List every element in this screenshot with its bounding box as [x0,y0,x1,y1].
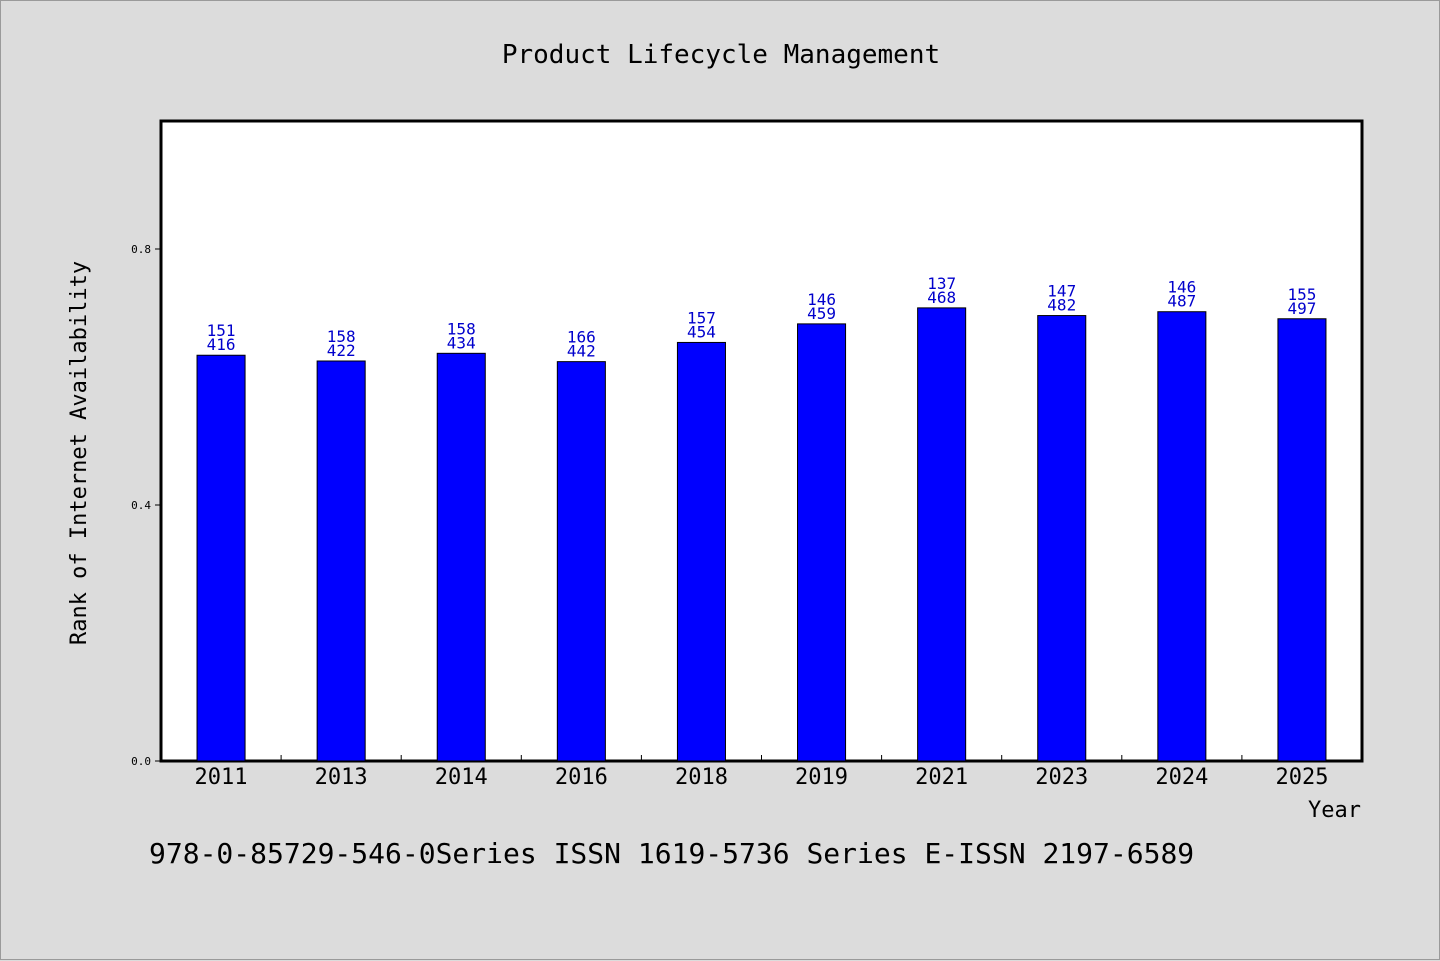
y-tick-label: 0.0 [131,755,151,768]
data-label-bottom: 487 [1167,292,1196,311]
bar-series [196,307,1327,762]
x-axis-title: Year [1308,798,1361,823]
bar-2018 [676,341,726,762]
x-tick-label: 2014 [435,765,488,790]
x-tick-label: 2025 [1275,765,1328,790]
data-label-top: 158 [447,319,476,338]
data-label-top: 157 [687,308,716,327]
chart-title: Product Lifecycle Management [502,40,940,70]
y-axis: 0.0 0.4 0.8 [131,243,161,768]
data-label-bottom: 454 [687,322,716,341]
data-label-top: 137 [927,274,956,293]
x-tick-label: 2024 [1155,765,1208,790]
bar-2013 [316,360,366,762]
data-label-top: 147 [1047,282,1076,301]
data-label-bottom: 482 [1047,296,1076,315]
bar-2024 [1157,311,1207,762]
data-label-top: 146 [807,290,836,309]
x-tick-label: 2023 [1035,765,1088,790]
data-label-top: 158 [327,327,356,346]
x-tick-label: 2018 [675,765,728,790]
bar-2021 [917,307,967,762]
y-tick-label: 0.8 [131,243,151,256]
data-label-bottom: 434 [447,333,476,352]
y-axis-title: Rank of Internet Availability [67,261,92,645]
data-label-bottom: 442 [567,342,596,361]
bar-2014 [436,352,486,762]
bar-2025 [1277,318,1327,762]
x-tick-label: 2011 [195,765,248,790]
bar-2011 [196,354,246,762]
bar-2023 [1037,315,1087,762]
data-label-bottom: 422 [327,341,356,360]
data-label-top: 146 [1167,278,1196,297]
x-axis: 2011 2013 2014 2016 2018 2019 2021 2023 2024 2025 [195,755,1328,790]
data-label-bottom: 468 [927,288,956,307]
x-tick-label: 2021 [915,765,968,790]
y-tick-label: 0.4 [131,499,151,512]
data-label-top: 155 [1287,285,1316,304]
data-label-top: 151 [207,321,236,340]
x-tick-label: 2016 [555,765,608,790]
x-tick-label: 2019 [795,765,848,790]
x-tick-label: 2013 [315,765,368,790]
footer-isbn-text: 978-0-85729-546-0Series ISSN 1619-5736 S… [149,837,1194,870]
data-label-top: 166 [567,328,596,347]
bar-2019 [797,323,847,762]
data-label-bottom: 497 [1287,299,1316,318]
data-label-bottom: 416 [207,335,236,354]
data-label-bottom: 459 [807,304,836,323]
bar-2016 [556,361,606,762]
